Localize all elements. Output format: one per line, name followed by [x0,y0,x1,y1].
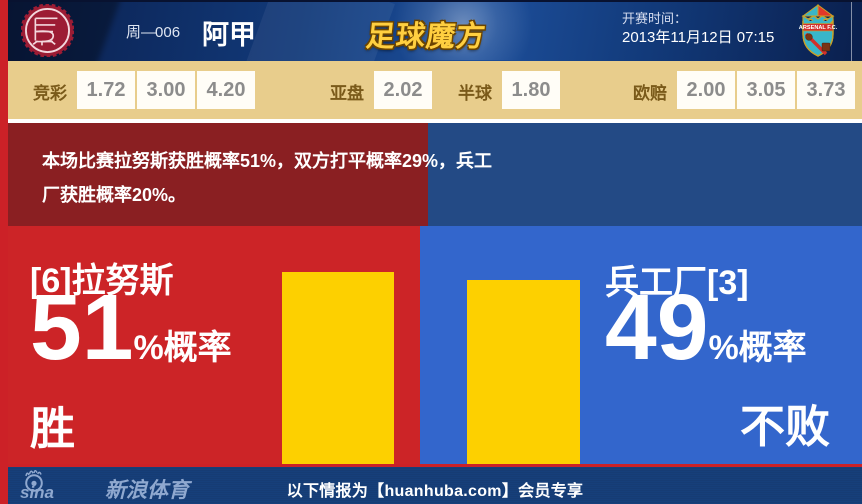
svg-text:ARSENAL F.C.: ARSENAL F.C. [799,25,838,31]
